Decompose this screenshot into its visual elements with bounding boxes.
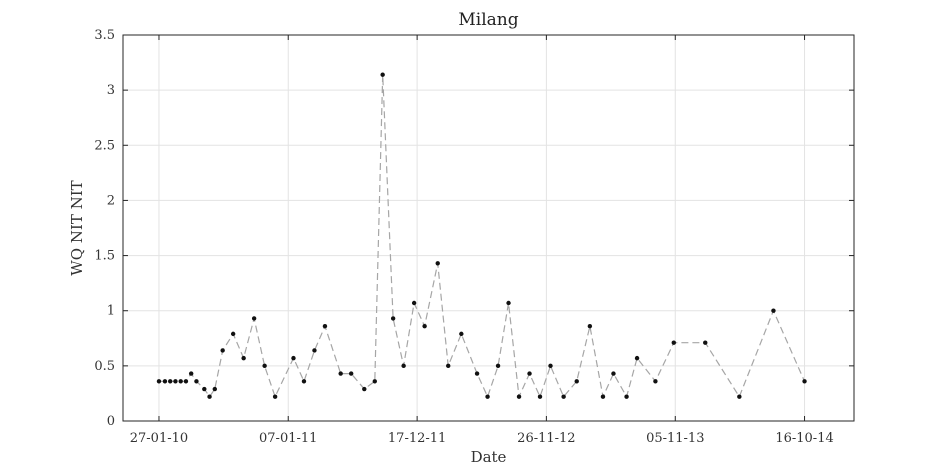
plot-area (123, 35, 854, 421)
data-point (446, 363, 451, 369)
data-point (624, 394, 629, 399)
y-axis-label: WQ NIT NIT (68, 180, 86, 275)
data-point (202, 386, 207, 392)
data-point (653, 379, 658, 384)
data-point (338, 371, 343, 376)
data-point (537, 394, 543, 399)
data-point (372, 379, 377, 384)
data-point (212, 386, 217, 392)
data-point (574, 379, 579, 384)
y-tick-label: 3 (107, 83, 115, 98)
data-point (348, 371, 354, 376)
ticks: 0 0.5 1 1.5 2 2.5 3 3.5 27-01-10 07-01-11 17-12-11… (94, 28, 854, 446)
x-axis-label: Date (471, 448, 507, 466)
data-point (162, 379, 168, 384)
y-tick-label: 2.5 (94, 138, 115, 153)
data-point (459, 331, 464, 337)
x-tick-label: 27-01-10 (130, 431, 188, 446)
data-point (168, 379, 173, 384)
data-point (194, 379, 199, 384)
data-point (737, 394, 742, 399)
data-point (422, 323, 427, 329)
data-point (312, 348, 317, 353)
series-layer (156, 72, 807, 399)
data-point (634, 355, 640, 361)
x-tick-label: 26-11-12 (517, 431, 575, 446)
x-tick-label: 05-11-13 (646, 431, 704, 446)
data-point (771, 308, 776, 313)
data-point (671, 340, 676, 345)
data-point (485, 394, 490, 399)
data-point (362, 386, 367, 392)
data-point (506, 300, 511, 306)
data-point (272, 394, 278, 399)
data-point (188, 371, 194, 376)
data-point (703, 340, 708, 345)
x-tick-label: 16-10-14 (775, 431, 833, 446)
x-tick-label: 17-12-11 (388, 431, 446, 446)
data-point (495, 363, 501, 369)
data-point (251, 316, 257, 321)
data-point (527, 371, 532, 376)
x-tick-label: 07-01-11 (259, 431, 317, 446)
data-point (380, 72, 385, 77)
data-point (220, 348, 225, 353)
data-point (516, 394, 522, 399)
y-tick-label: 0 (107, 414, 115, 429)
data-point (600, 394, 606, 399)
data-point (178, 379, 183, 384)
data-point (474, 371, 480, 376)
data-point (291, 355, 296, 361)
data-point (401, 363, 406, 369)
data-point (301, 379, 307, 384)
y-tick-label: 3.5 (94, 28, 115, 43)
data-point (183, 379, 189, 384)
series-line (159, 74, 806, 399)
data-point (207, 394, 212, 399)
data-point (411, 300, 417, 306)
data-point (322, 323, 328, 329)
y-tick-label: 1 (107, 304, 115, 319)
y-tick-label: 1.5 (94, 249, 115, 264)
chart-title: Milang (458, 10, 518, 30)
y-tick-label: 0.5 (94, 359, 115, 374)
data-point (156, 379, 162, 384)
data-point (587, 323, 593, 329)
data-point (230, 331, 236, 337)
plot-frame (122, 34, 855, 422)
data-point (173, 379, 178, 384)
data-point (435, 261, 440, 266)
data-point (241, 355, 246, 361)
data-point (262, 363, 267, 369)
data-point (390, 316, 396, 321)
data-point (611, 371, 616, 376)
data-point (802, 379, 807, 384)
data-point (548, 363, 553, 369)
y-tick-label: 2 (107, 193, 115, 208)
data-point (561, 394, 566, 399)
